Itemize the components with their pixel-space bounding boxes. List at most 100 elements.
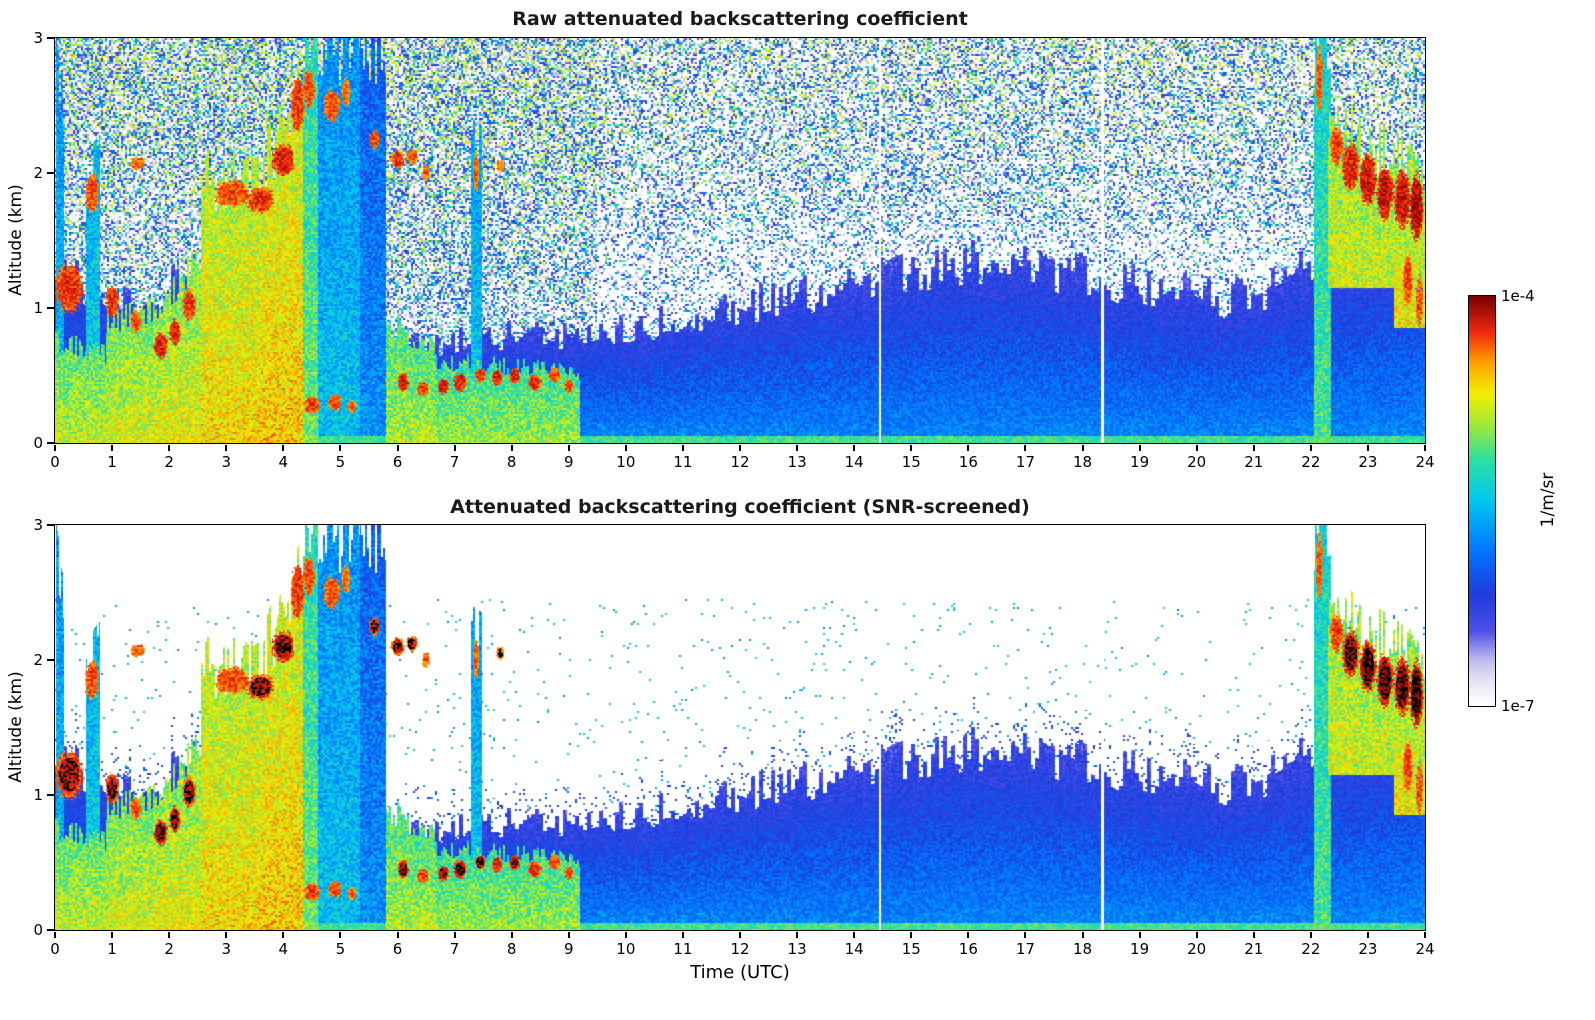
x-tick-mark <box>624 931 627 938</box>
x-tick-mark <box>567 444 570 451</box>
x-tick-mark <box>339 931 342 938</box>
x-tick-label: 22 <box>1301 940 1321 958</box>
x-tick-label: 13 <box>787 940 807 958</box>
x-tick-label: 3 <box>221 453 232 471</box>
y-tick-label: 1 <box>33 299 43 317</box>
x-tick-label: 0 <box>50 453 60 471</box>
x-tick-label: 16 <box>958 453 978 471</box>
x-tick-label: 16 <box>958 940 978 958</box>
x-tick-mark <box>1081 931 1084 938</box>
x-tick-label: 24 <box>1415 940 1435 958</box>
colorbar <box>1468 295 1496 707</box>
x-tick-mark <box>1024 444 1027 451</box>
x-tick-label: 11 <box>673 940 693 958</box>
x-tick-mark <box>1081 444 1084 451</box>
y-tick-mark <box>47 37 54 39</box>
x-tick-label: 20 <box>1187 453 1207 471</box>
colorbar-tick-max: 1e-4 <box>1501 287 1535 305</box>
x-tick-label: 10 <box>616 453 636 471</box>
x-tick-label: 23 <box>1358 940 1378 958</box>
x-tick-mark <box>967 444 970 451</box>
x-tick-label: 14 <box>844 940 864 958</box>
x-tick-mark <box>168 444 171 451</box>
x-tick-label: 19 <box>1130 940 1150 958</box>
x-tick-label: 21 <box>1244 940 1264 958</box>
x-tick-mark <box>1138 444 1141 451</box>
x-tick-mark <box>54 444 56 451</box>
heatmap-panel-raw <box>54 37 1426 444</box>
x-tick-label: 15 <box>901 453 921 471</box>
x-tick-label: 8 <box>506 940 517 958</box>
x-tick-mark <box>1366 931 1369 938</box>
x-tick-label: 24 <box>1415 453 1435 471</box>
x-tick-label: 15 <box>901 940 921 958</box>
x-tick-label: 19 <box>1130 453 1150 471</box>
y-tick-label: 0 <box>33 434 43 452</box>
x-tick-mark <box>339 444 342 451</box>
y-tick-mark <box>47 794 54 796</box>
panel-title-raw: Raw attenuated backscattering coefficien… <box>512 8 968 30</box>
y-tick-label: 3 <box>33 29 43 47</box>
x-tick-label: 2 <box>164 940 174 958</box>
x-tick-mark <box>624 444 627 451</box>
x-tick-mark <box>567 931 570 938</box>
x-tick-label: 12 <box>730 453 750 471</box>
x-tick-mark <box>796 931 799 938</box>
y-tick-label: 1 <box>33 786 43 804</box>
x-tick-mark <box>739 444 741 451</box>
x-tick-mark <box>739 931 741 938</box>
y-axis-label-raw: Altitude (km) <box>6 184 26 296</box>
y-tick-mark <box>47 307 54 309</box>
colorbar-label: 1/m/sr <box>1538 472 1558 528</box>
panel-title-screened: Attenuated backscattering coefficient (S… <box>450 496 1030 518</box>
y-tick-mark <box>47 659 54 661</box>
x-tick-mark <box>111 931 114 938</box>
x-tick-mark <box>1309 931 1312 938</box>
x-tick-label: 18 <box>1072 940 1093 958</box>
x-tick-label: 6 <box>392 453 403 471</box>
x-tick-label: 14 <box>844 453 864 471</box>
x-tick-mark <box>967 931 970 938</box>
x-tick-label: 17 <box>1015 453 1035 471</box>
x-tick-mark <box>396 931 399 938</box>
x-tick-mark <box>1424 444 1426 451</box>
x-tick-label: 1 <box>107 940 117 958</box>
x-tick-mark <box>681 444 684 451</box>
x-tick-mark <box>396 444 399 451</box>
x-tick-mark <box>910 931 913 938</box>
x-tick-label: 8 <box>506 453 517 471</box>
x-tick-label: 4 <box>278 940 289 958</box>
x-tick-mark <box>681 931 684 938</box>
y-tick-label: 2 <box>33 164 43 182</box>
x-tick-label: 13 <box>787 453 807 471</box>
x-tick-mark <box>453 931 456 938</box>
y-tick-label: 2 <box>33 651 43 669</box>
x-tick-label: 4 <box>278 453 289 471</box>
y-tick-mark <box>47 929 54 931</box>
x-tick-label: 5 <box>335 453 346 471</box>
x-tick-label: 5 <box>335 940 346 958</box>
y-axis-label-screened: Altitude (km) <box>6 671 26 783</box>
x-tick-mark <box>910 444 913 451</box>
x-tick-mark <box>1138 931 1141 938</box>
y-tick-label: 0 <box>33 921 43 939</box>
x-tick-mark <box>1195 444 1198 451</box>
x-tick-mark <box>453 444 456 451</box>
y-tick-label: 3 <box>33 516 43 534</box>
x-tick-mark <box>225 444 228 451</box>
x-tick-mark <box>1366 444 1369 451</box>
x-tick-label: 7 <box>449 940 460 958</box>
x-tick-label: 1 <box>107 453 117 471</box>
x-tick-mark <box>111 444 114 451</box>
x-tick-mark <box>510 931 513 938</box>
x-tick-label: 18 <box>1072 453 1093 471</box>
x-tick-mark <box>168 931 171 938</box>
x-tick-label: 2 <box>164 453 174 471</box>
x-tick-label: 0 <box>50 940 60 958</box>
y-tick-mark <box>47 524 54 526</box>
heatmap-panel-screened <box>54 524 1426 931</box>
x-tick-mark <box>510 444 513 451</box>
x-tick-mark <box>1252 444 1255 451</box>
x-tick-mark <box>1024 931 1027 938</box>
